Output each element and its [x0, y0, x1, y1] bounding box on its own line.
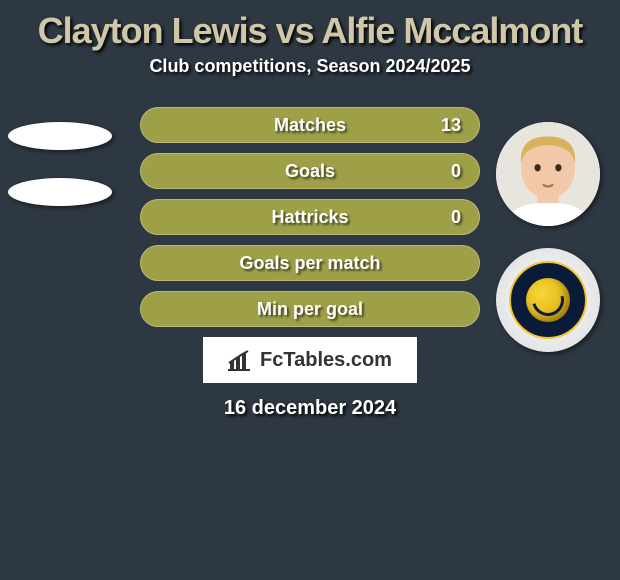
source-watermark: FcTables.com	[203, 337, 417, 383]
stat-label: Min per goal	[257, 299, 363, 320]
stat-value-right: 0	[451, 207, 461, 228]
stat-label: Goals	[285, 161, 335, 182]
stat-value-right: 13	[441, 115, 461, 136]
stat-row-hattricks: Hattricks 0	[140, 199, 480, 235]
stat-label: Matches	[274, 115, 346, 136]
comparison-title: Clayton Lewis vs Alfie Mccalmont	[0, 0, 620, 56]
stat-label: Hattricks	[271, 207, 348, 228]
stat-row-matches: Matches 13	[140, 107, 480, 143]
stat-label: Goals per match	[239, 253, 380, 274]
snapshot-date: 16 december 2024	[0, 397, 620, 420]
bar-chart-icon	[228, 349, 254, 371]
comparison-subtitle: Club competitions, Season 2024/2025	[0, 56, 620, 77]
stat-row-goals: Goals 0	[140, 153, 480, 189]
stat-row-goals-per-match: Goals per match	[140, 245, 480, 281]
stats-container: Matches 13 Goals 0 Hattricks 0 Goals per…	[0, 107, 620, 327]
stat-row-min-per-goal: Min per goal	[140, 291, 480, 327]
watermark-text: FcTables.com	[260, 349, 392, 372]
stat-value-right: 0	[451, 161, 461, 182]
